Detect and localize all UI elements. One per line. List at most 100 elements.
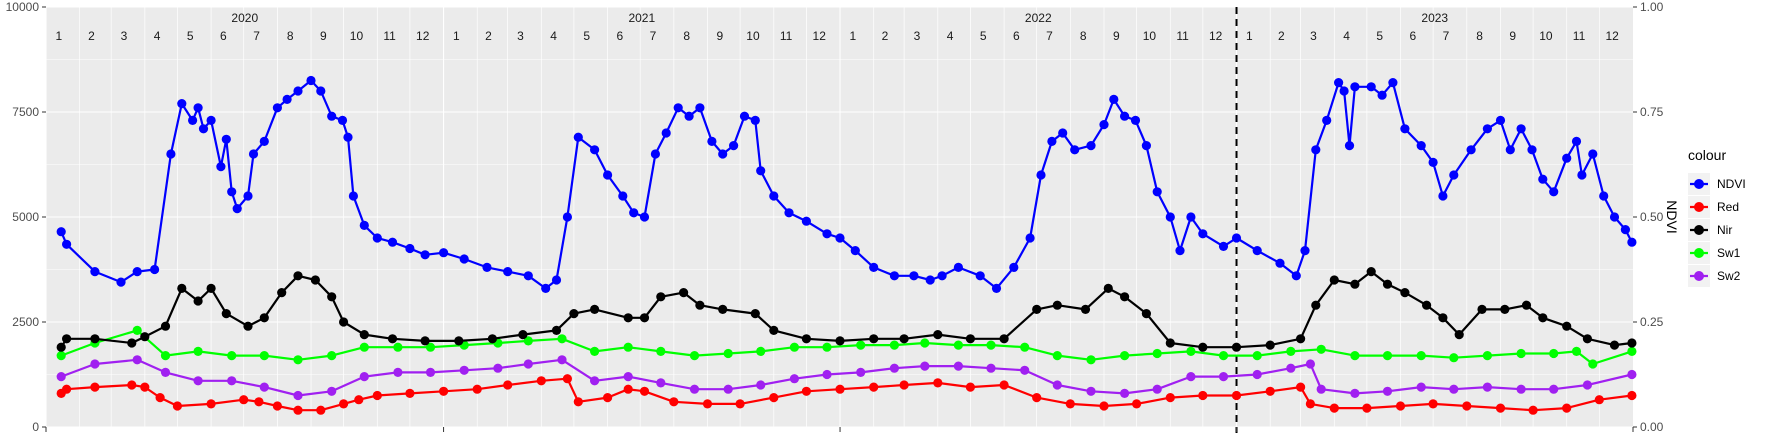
data-point: [1428, 399, 1438, 409]
data-point: [1599, 191, 1609, 201]
data-point: [718, 149, 728, 159]
data-point: [1538, 313, 1548, 323]
data-point: [1036, 170, 1046, 180]
month-label: 1: [1246, 29, 1253, 43]
data-point: [277, 288, 287, 298]
y-right-tick-label: 0.00: [1640, 420, 1664, 434]
month-label: 7: [1443, 29, 1450, 43]
data-point: [1152, 384, 1162, 394]
data-point: [999, 334, 1009, 344]
data-point: [869, 262, 879, 272]
data-point: [503, 267, 513, 277]
data-point: [439, 248, 449, 258]
series-nir: [56, 267, 1637, 352]
legend-item-red: Red: [1688, 196, 1739, 218]
data-point: [343, 132, 353, 142]
year-label: 2021: [628, 11, 655, 25]
data-point: [1322, 115, 1332, 125]
series-layer: [56, 75, 1637, 415]
data-point: [62, 384, 72, 394]
data-point: [310, 275, 320, 285]
data-point: [232, 204, 242, 214]
data-point: [702, 399, 713, 409]
data-point: [239, 395, 249, 405]
data-point: [1020, 342, 1030, 352]
data-point: [518, 330, 528, 340]
data-point: [590, 376, 600, 386]
data-point: [503, 380, 513, 390]
data-point: [337, 115, 348, 125]
data-point: [1141, 141, 1151, 151]
month-label: 11: [383, 29, 396, 43]
series-sw1: [56, 325, 1637, 369]
month-label: 11: [780, 29, 793, 43]
data-point: [639, 212, 650, 222]
data-point: [1065, 399, 1075, 409]
data-point: [1175, 246, 1185, 256]
data-point: [1627, 369, 1637, 380]
data-point: [1198, 342, 1208, 352]
data-point: [1086, 355, 1096, 365]
data-point: [1120, 351, 1130, 361]
legend-label: Red: [1717, 200, 1739, 214]
data-point: [62, 239, 72, 249]
data-point: [293, 355, 303, 365]
data-point: [172, 401, 182, 411]
data-point: [623, 313, 633, 323]
data-point: [227, 187, 237, 197]
year-label: 2023: [1421, 11, 1448, 25]
data-point: [56, 342, 66, 352]
data-point: [1109, 94, 1119, 104]
data-point: [1025, 233, 1035, 243]
data-point: [937, 271, 947, 281]
data-point: [1438, 191, 1448, 201]
data-point: [206, 283, 216, 293]
data-point: [889, 363, 900, 373]
data-point: [1218, 372, 1229, 382]
data-point: [1186, 212, 1196, 222]
data-point: [1422, 300, 1432, 310]
data-point: [769, 325, 779, 335]
month-label: 11: [1573, 29, 1586, 43]
data-point: [327, 386, 337, 396]
data-point: [116, 277, 126, 287]
data-point: [127, 338, 137, 348]
data-point: [920, 361, 930, 371]
month-label: 6: [220, 29, 227, 43]
data-point: [166, 149, 176, 159]
data-point: [90, 359, 100, 369]
data-point: [1311, 145, 1321, 155]
data-point: [551, 325, 562, 335]
data-point: [193, 346, 203, 356]
data-point: [1120, 388, 1130, 398]
data-point: [62, 334, 72, 344]
data-point: [1571, 136, 1582, 146]
data-point: [1329, 403, 1339, 413]
data-point: [822, 229, 832, 239]
month-label: 2: [882, 29, 889, 43]
legend: colour NDVI Red Nir Sw1 Sw2: [1688, 147, 1746, 287]
data-point: [889, 271, 900, 281]
data-point: [177, 283, 187, 293]
month-label: 5: [583, 29, 590, 43]
month-label: 7: [1046, 29, 1053, 43]
data-point: [1582, 380, 1592, 390]
data-point: [1339, 86, 1349, 96]
data-point: [975, 271, 985, 281]
data-point: [1198, 229, 1208, 239]
data-point: [1052, 300, 1062, 310]
data-point: [523, 336, 533, 346]
data-point: [155, 393, 165, 403]
data-point: [259, 351, 269, 361]
data-point: [359, 330, 369, 340]
data-point: [801, 386, 812, 396]
month-label: 1: [55, 29, 62, 43]
data-point: [562, 374, 573, 384]
data-point: [1286, 363, 1296, 373]
y-left-tick-label: 0: [32, 420, 39, 434]
data-point: [160, 367, 171, 377]
data-point: [756, 166, 766, 176]
data-point: [1165, 393, 1175, 403]
data-point: [316, 405, 326, 415]
data-point: [132, 267, 142, 277]
